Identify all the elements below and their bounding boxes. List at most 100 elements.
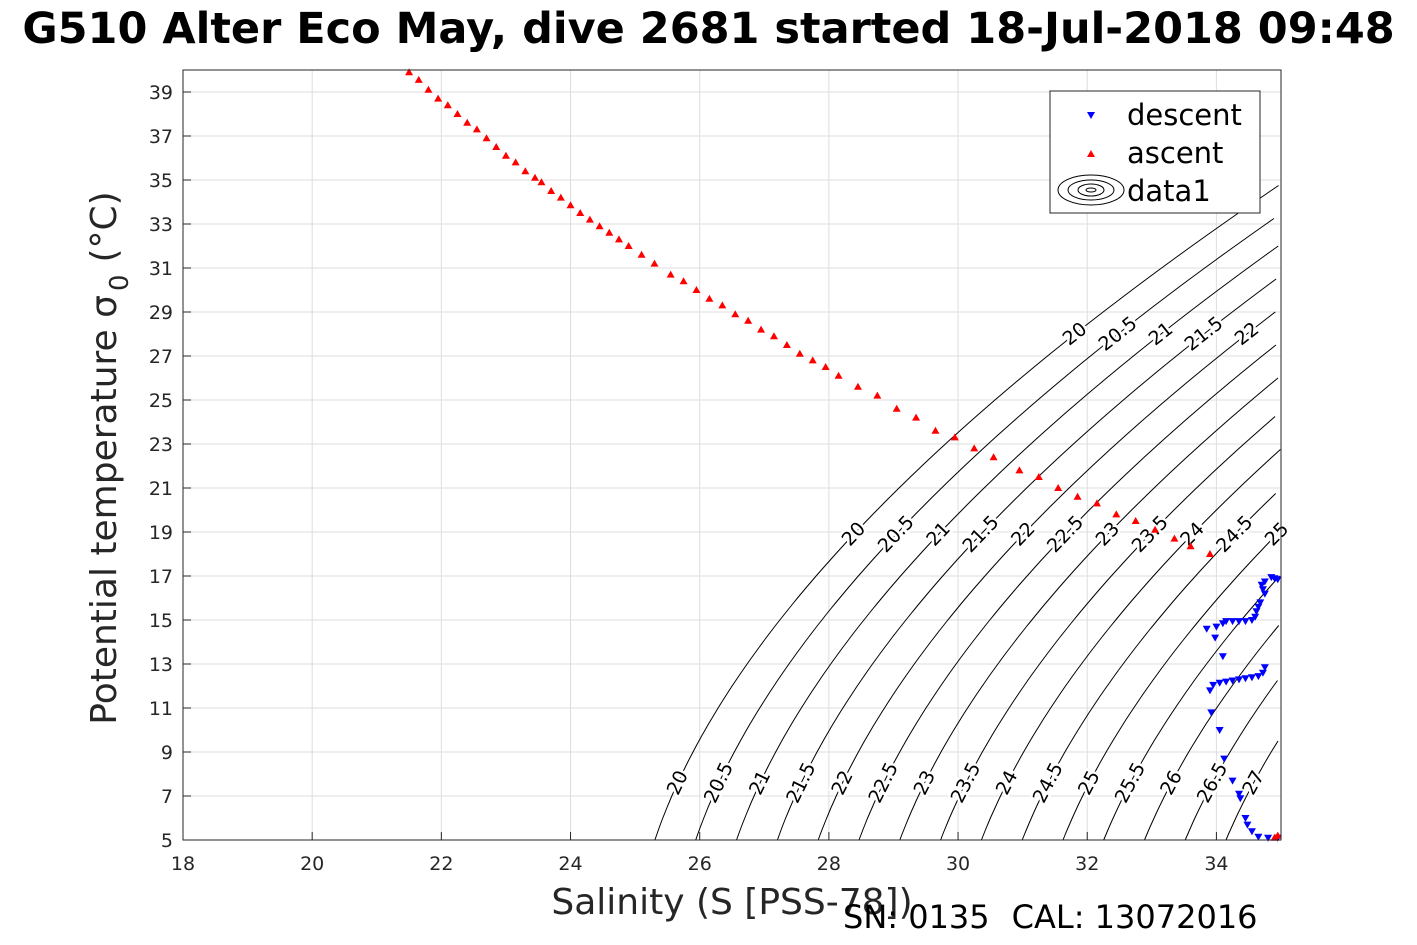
descent-point	[1218, 653, 1227, 661]
ascent-point	[463, 118, 472, 126]
contour-line	[858, 344, 1277, 841]
descent-point	[1218, 620, 1227, 628]
ascent-point	[1273, 831, 1282, 839]
ascent-point	[624, 242, 633, 249]
ascent-point	[537, 178, 546, 186]
chart-title: G510 Alter Eco May, dive 2681 started 18…	[22, 4, 1395, 54]
x-tick-label: 34	[1204, 853, 1228, 875]
ascent-point	[424, 85, 433, 93]
ascent-point	[744, 316, 753, 324]
contour-label: 22	[1231, 318, 1264, 350]
x-tick-label: 22	[429, 853, 453, 875]
contour-label: 27	[1238, 767, 1269, 799]
ascent-point	[1131, 517, 1140, 524]
legend-descent-marker	[1087, 112, 1095, 119]
contour-label: 23	[910, 767, 941, 799]
contour-line	[1062, 531, 1280, 841]
descent-point	[1273, 576, 1282, 584]
ascent-point	[531, 173, 540, 181]
ascent-point	[492, 143, 501, 150]
y-axis-label-unit: (°C)	[84, 191, 125, 262]
ascent-point	[950, 433, 959, 441]
x-tick-label: 28	[817, 853, 841, 875]
contour-labels: 20 20.5 21 21.5 22 22.5 23 23.5 24 24.5 25 25.5 26 26…	[660, 310, 1296, 809]
ascent-point	[782, 341, 791, 348]
ascent-point	[453, 110, 462, 117]
ascent-point	[1186, 542, 1195, 550]
descent-point	[1241, 618, 1250, 626]
y-tick-label: 37	[149, 126, 173, 148]
ascent-point	[556, 193, 565, 201]
descent-point	[1205, 687, 1214, 695]
ascent-point	[873, 391, 882, 399]
ascent-point	[718, 301, 727, 309]
contour-label: 21	[745, 767, 775, 798]
contour-label: 25	[1074, 767, 1105, 799]
contour-label: 24	[992, 767, 1023, 799]
ascent-point	[521, 167, 530, 175]
ascent-point	[405, 68, 414, 76]
descent-point	[1211, 634, 1220, 642]
descent-point	[1235, 790, 1244, 798]
y-axis-label-main: Potential temperature σ	[84, 295, 125, 725]
ascent-point	[414, 75, 423, 83]
x-tick-label: 30	[946, 853, 970, 875]
descent-point	[1243, 821, 1252, 829]
descent-point	[1254, 673, 1263, 681]
ascent-point	[989, 453, 998, 461]
y-tick-label: 23	[149, 434, 173, 456]
descent-point	[1260, 590, 1269, 598]
y-tick-label: 25	[149, 390, 173, 412]
ascent-point	[853, 382, 862, 390]
y-tick-label: 7	[161, 786, 173, 808]
ascent-point	[482, 134, 491, 142]
y-tick-label: 21	[149, 478, 173, 500]
y-tick-label: 11	[149, 698, 173, 720]
descent-point	[1247, 828, 1256, 836]
contour-label: 25.5	[1111, 759, 1150, 807]
ascent-point	[834, 371, 843, 379]
descent-point	[1235, 676, 1244, 684]
contour-line	[1225, 740, 1279, 841]
descent-point	[1247, 617, 1256, 624]
ascent-series	[405, 68, 1282, 841]
contour-label: 20.5	[700, 759, 738, 807]
ascent-point	[970, 444, 979, 452]
y-axis-ticks: 5 7 9 11 13 15 17 19 21 23 25 27 29 31 33 35 37 39	[149, 82, 191, 852]
legend: descent ascent data1	[1049, 90, 1261, 214]
descent-point	[1209, 681, 1218, 689]
ascent-point	[585, 215, 594, 223]
contour-line	[776, 278, 1277, 841]
descent-point	[1254, 833, 1263, 841]
descent-point	[1215, 679, 1224, 687]
descent-point	[1258, 586, 1267, 594]
y-tick-label: 19	[149, 522, 173, 544]
calibration-date: CAL: 13072016	[1011, 898, 1258, 936]
contour-label: 20.5	[1095, 312, 1142, 355]
ascent-point	[1092, 499, 1101, 507]
ascent-point	[443, 101, 452, 109]
descent-point	[1241, 815, 1250, 822]
x-axis-ticks: 18 20 22 24 26 28 30 32 34	[171, 832, 1229, 875]
descent-point	[1264, 834, 1273, 842]
y-tick-label: 35	[149, 170, 173, 192]
x-tick-label: 20	[300, 853, 324, 875]
legend-descent-label: descent	[1127, 98, 1242, 132]
y-tick-label: 29	[149, 302, 173, 324]
descent-series	[1202, 574, 1282, 842]
ascent-point	[931, 426, 940, 434]
ascent-point	[757, 325, 766, 333]
ascent-point	[595, 222, 604, 230]
y-tick-label: 39	[149, 82, 173, 104]
y-tick-label: 31	[149, 258, 173, 280]
ascent-point	[666, 270, 675, 278]
ascent-point	[1170, 534, 1179, 542]
ascent-point	[434, 94, 443, 102]
footer-info: SN: 0135 CAL: 13072016	[843, 898, 1280, 936]
legend-contour-icon	[1057, 174, 1125, 206]
ascent-point	[1151, 525, 1160, 533]
ascent-point	[511, 158, 520, 166]
y-tick-label: 17	[149, 566, 173, 588]
ascent-point	[1205, 550, 1214, 557]
x-tick-label: 18	[171, 853, 195, 875]
